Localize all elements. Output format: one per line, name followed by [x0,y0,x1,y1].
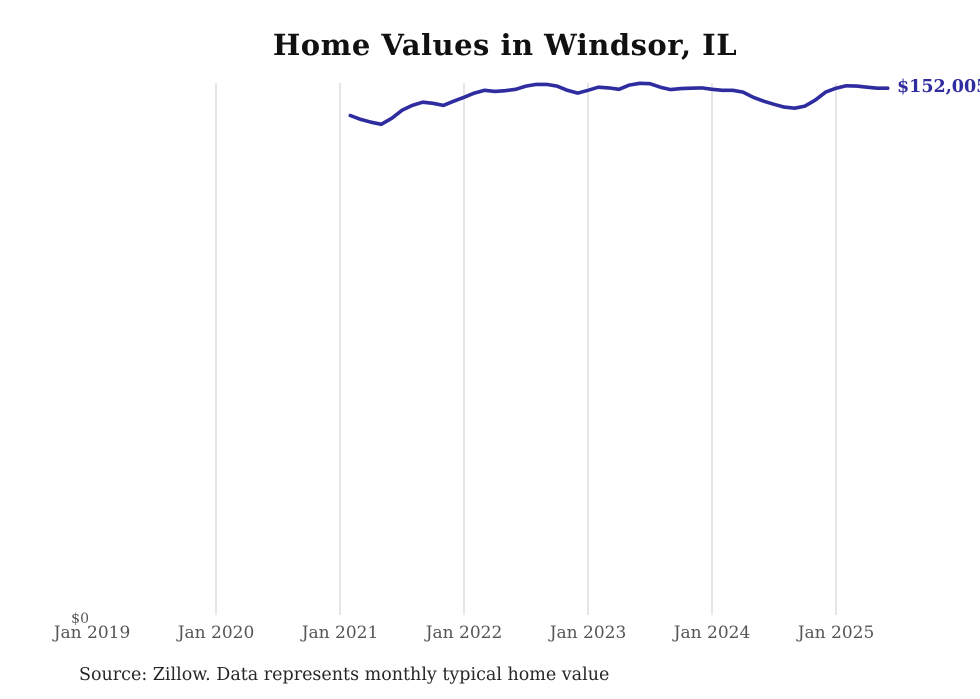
x-axis-label: Jan 2024 [673,623,751,643]
y-axis-zero-label: $0 [71,611,89,627]
home-values-line-chart [215,81,890,615]
x-axis-label: Jan 2025 [797,623,875,643]
source-note: Source: Zillow. Data represents monthly … [79,665,610,685]
x-axis-label: Jan 2020 [177,623,255,643]
x-axis-label: Jan 2022 [425,623,503,643]
chart-title: Home Values in Windsor, IL [272,28,738,62]
home-value-line [348,81,890,127]
latest-value-label: $152,005 [897,77,980,97]
x-axis-label: Jan 2019 [53,623,131,643]
x-axis-label: Jan 2023 [549,623,627,643]
x-axis-label: Jan 2021 [301,623,379,643]
